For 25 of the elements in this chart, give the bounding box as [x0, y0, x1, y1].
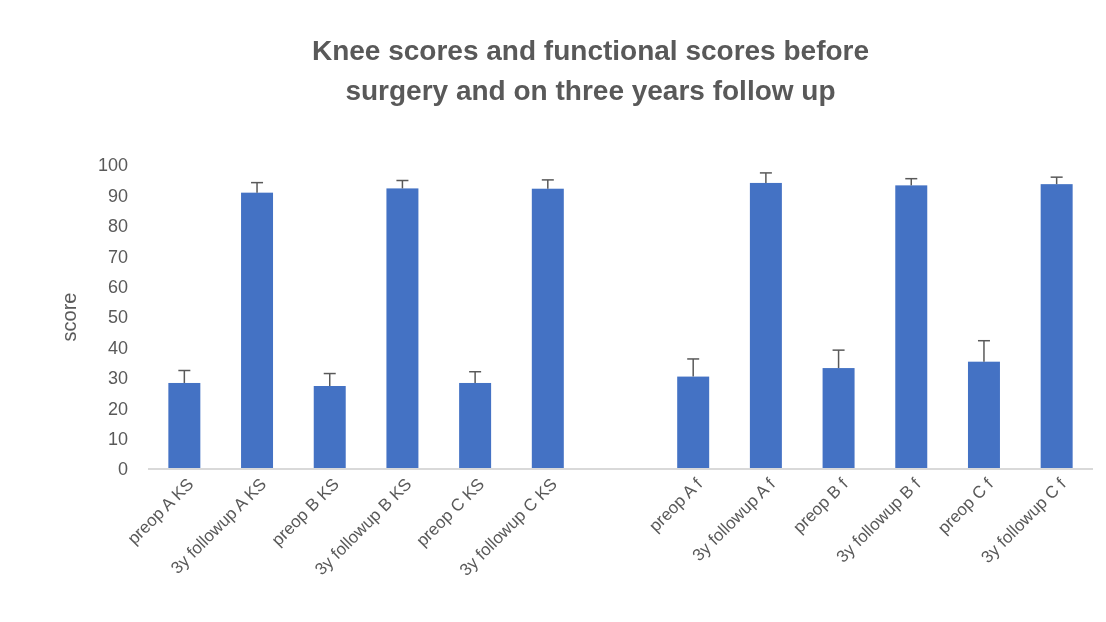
y-tick-label: 80: [107, 216, 128, 237]
y-tick-label: 100: [97, 155, 128, 176]
y-tick-label: 10: [107, 428, 128, 449]
bar: [822, 368, 855, 469]
bar: [677, 376, 710, 469]
bar: [241, 192, 274, 469]
y-tick-label: 20: [107, 398, 128, 419]
bar: [313, 386, 346, 469]
bar: [1040, 184, 1073, 469]
y-tick-label: 30: [107, 368, 128, 389]
bar: [749, 182, 782, 469]
bar: [386, 188, 419, 469]
y-tick-label: 90: [107, 185, 128, 206]
bar: [531, 188, 564, 469]
chart-title: Knee scores and functional scores before surgery and on three years follow up: [311, 35, 870, 106]
bar: [967, 361, 1000, 469]
y-tick-label: 60: [107, 276, 128, 297]
bar: [168, 382, 201, 469]
y-tick-label: 0: [117, 459, 128, 480]
bar: [895, 185, 928, 469]
y-axis-title: score: [58, 292, 80, 342]
y-tick-label: 50: [107, 307, 128, 328]
bar: [459, 382, 492, 469]
y-tick-label: 40: [107, 337, 128, 358]
y-tick-label: 70: [107, 246, 128, 267]
